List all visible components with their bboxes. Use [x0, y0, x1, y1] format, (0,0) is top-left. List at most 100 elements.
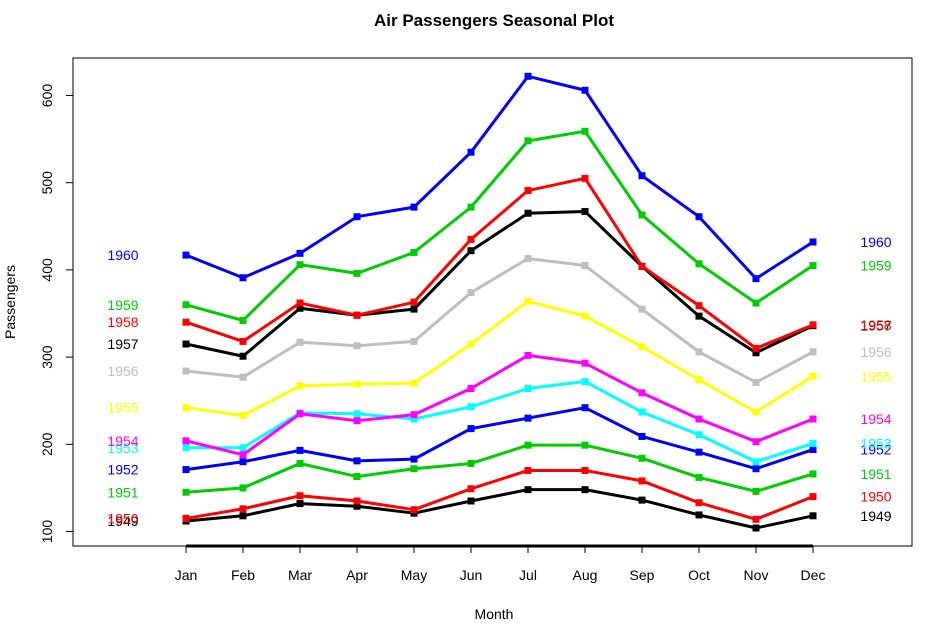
year-label-left: 1957: [107, 336, 138, 352]
data-point: [239, 512, 247, 520]
data-point: [353, 269, 361, 277]
data-point: [467, 459, 475, 467]
data-point: [638, 172, 646, 180]
data-point: [695, 431, 703, 439]
data-point: [182, 404, 190, 412]
y-tick-label: 200: [39, 432, 55, 456]
series-1954: [182, 351, 817, 459]
data-point: [695, 260, 703, 268]
data-point: [353, 497, 361, 505]
data-point: [296, 261, 304, 269]
year-label-left: 1960: [107, 247, 138, 263]
data-point: [752, 378, 760, 386]
data-point: [239, 337, 247, 345]
data-point: [410, 455, 418, 463]
y-tick-label: 400: [39, 258, 55, 282]
series-line: [185, 468, 814, 521]
data-point: [410, 379, 418, 387]
series-1955: [182, 297, 817, 420]
x-tick-label: Jul: [519, 567, 537, 583]
year-label-right: 1957: [860, 318, 891, 334]
data-point: [467, 497, 475, 505]
year-label-right: 1960: [860, 234, 891, 250]
year-label-right: 1958: [860, 317, 891, 333]
data-point: [353, 380, 361, 388]
data-point: [752, 515, 760, 523]
y-tick-label: 100: [39, 520, 55, 544]
year-label-left: 1959: [107, 297, 138, 313]
data-point: [752, 458, 760, 466]
data-point: [581, 174, 589, 182]
data-point: [524, 466, 532, 474]
data-point: [296, 382, 304, 390]
y-axis: 100 200 300 400 500 600: [39, 84, 74, 544]
year-label-right: 1951: [860, 466, 891, 482]
data-point: [752, 275, 760, 283]
x-tick-label: Dec: [801, 567, 826, 583]
data-point: [353, 311, 361, 319]
data-point: [182, 251, 190, 259]
data-point: [353, 342, 361, 350]
data-point: [239, 451, 247, 459]
series-1950: [182, 466, 817, 523]
year-label-left: 1955: [107, 400, 138, 416]
y-tick-label: 600: [39, 84, 55, 108]
year-label-left: 1950: [107, 510, 138, 526]
data-point: [410, 465, 418, 473]
data-point: [239, 444, 247, 452]
x-axis: Jan Feb Mar Apr May Jun Jul Aug Sep Oct Nov Dec: [175, 544, 826, 583]
data-point: [182, 466, 190, 474]
series-1949: [182, 486, 817, 532]
data-point: [524, 414, 532, 422]
data-point: [809, 238, 817, 246]
data-point: [581, 378, 589, 386]
data-point: [239, 505, 247, 513]
data-point: [353, 473, 361, 481]
x-tick-label: Sep: [630, 567, 655, 583]
data-point: [296, 492, 304, 500]
year-label-left: 1954: [107, 433, 138, 449]
x-tick-label: Nov: [744, 567, 769, 583]
data-point: [695, 511, 703, 519]
data-point: [752, 344, 760, 352]
data-point: [809, 348, 817, 356]
series-line: [185, 299, 814, 418]
series-line: [185, 257, 814, 384]
year-label-left: 1953: [107, 440, 138, 456]
data-point: [410, 203, 418, 211]
data-point: [638, 454, 646, 462]
data-point: [581, 207, 589, 215]
data-point: [353, 410, 361, 418]
x-axis-label: Month: [475, 606, 514, 622]
series-line: [185, 443, 814, 494]
year-label-left: 1956: [107, 363, 138, 379]
year-label-right: 1950: [860, 489, 891, 505]
data-point: [182, 318, 190, 326]
data-point: [296, 410, 304, 418]
data-point: [524, 72, 532, 80]
data-point: [239, 352, 247, 360]
data-point: [296, 446, 304, 454]
data-point: [467, 235, 475, 243]
y-tick-label: 300: [39, 345, 55, 369]
data-point: [296, 299, 304, 307]
series-line: [185, 406, 814, 472]
data-point: [353, 502, 361, 510]
data-point: [809, 470, 817, 478]
data-point: [524, 441, 532, 449]
y-tick-label: 500: [39, 171, 55, 195]
data-point: [809, 512, 817, 520]
data-point: [296, 304, 304, 312]
data-point: [524, 209, 532, 217]
data-point: [182, 488, 190, 496]
year-label-right: 1955: [860, 368, 891, 384]
data-point: [695, 312, 703, 320]
data-point: [809, 262, 817, 270]
data-point: [467, 289, 475, 297]
data-point: [638, 343, 646, 351]
data-point: [695, 302, 703, 310]
series-1959: [182, 127, 817, 324]
series-line: [185, 74, 814, 281]
data-point: [239, 316, 247, 324]
